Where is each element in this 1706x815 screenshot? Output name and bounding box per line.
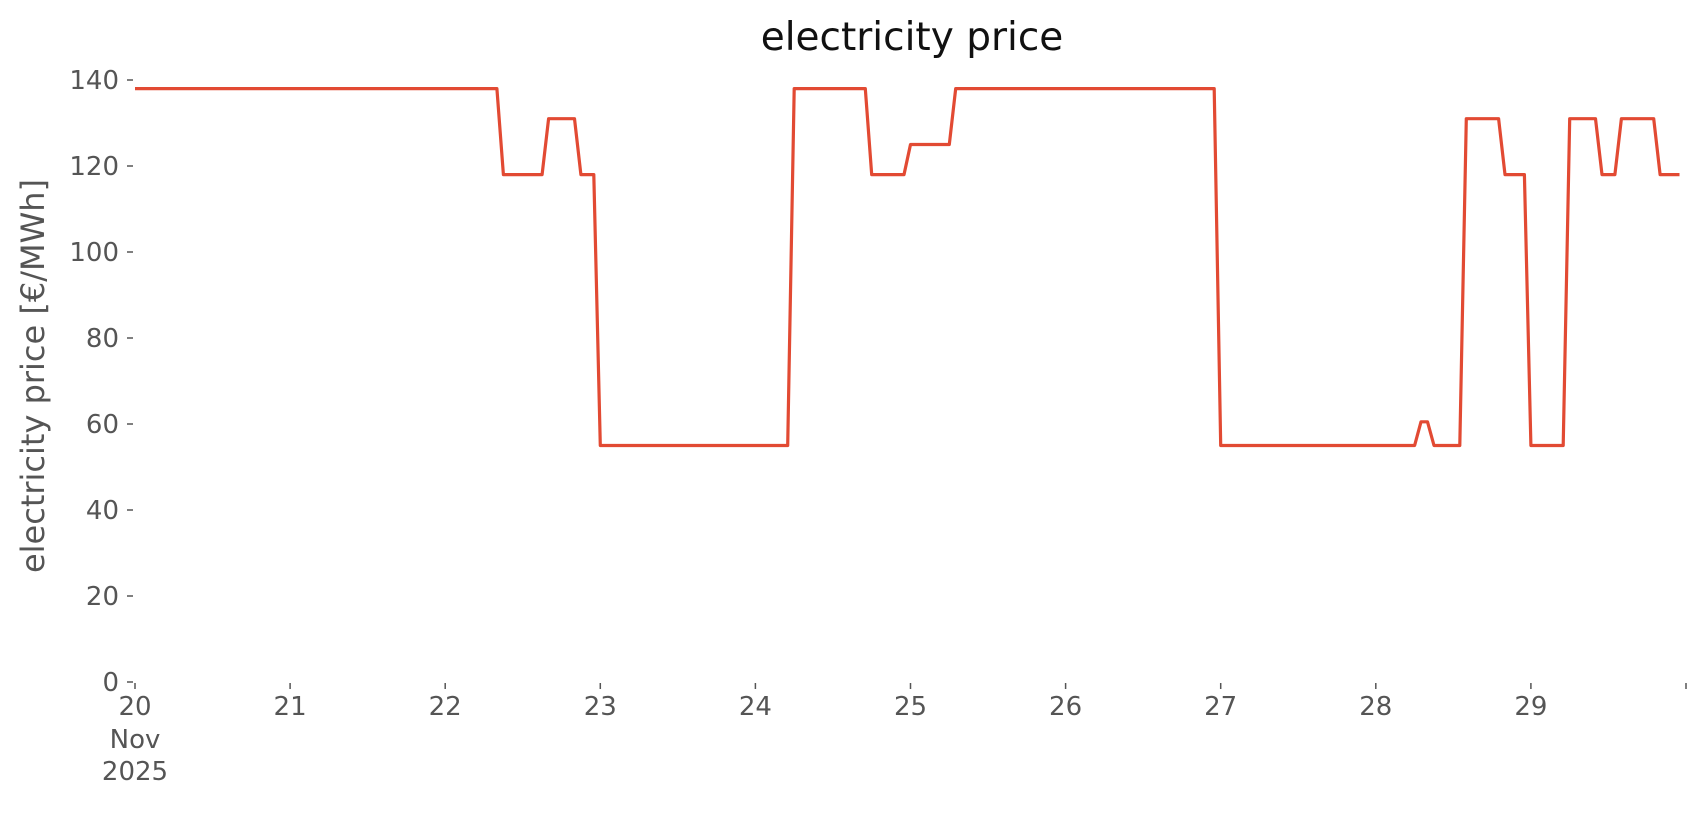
y-tick-label: 60 bbox=[86, 410, 119, 440]
x-tick-label: 25 bbox=[894, 692, 927, 722]
y-tick-label: 40 bbox=[86, 496, 119, 526]
y-tick-label: 80 bbox=[86, 324, 119, 354]
x-tick-sublabel: Nov bbox=[110, 725, 161, 755]
y-tick-label: 0 bbox=[102, 668, 119, 698]
y-axis-label: electricity price [€/MWh] bbox=[14, 179, 52, 573]
x-tick-label: 20 bbox=[118, 692, 151, 722]
x-tick-label: 29 bbox=[1514, 692, 1547, 722]
x-tick-label: 23 bbox=[584, 692, 617, 722]
x-tick-label: 24 bbox=[739, 692, 772, 722]
y-axis: 0 20 40 60 80 100 120 140 bbox=[69, 66, 133, 698]
y-tick-label: 140 bbox=[69, 66, 119, 96]
y-tick-label: 120 bbox=[69, 152, 119, 182]
y-tick-label: 100 bbox=[69, 238, 119, 268]
price-series-line bbox=[135, 87, 1680, 448]
x-tick-label: 26 bbox=[1049, 692, 1082, 722]
x-tick-label: 22 bbox=[429, 692, 462, 722]
chart-title: electricity price bbox=[761, 15, 1064, 60]
y-tick-label: 20 bbox=[86, 582, 119, 612]
x-tick-sublabel: 2025 bbox=[102, 757, 168, 787]
x-tick-label: 28 bbox=[1359, 692, 1392, 722]
series-group bbox=[135, 87, 1680, 448]
x-tick-label: 27 bbox=[1204, 692, 1237, 722]
x-tick-label: 21 bbox=[274, 692, 307, 722]
